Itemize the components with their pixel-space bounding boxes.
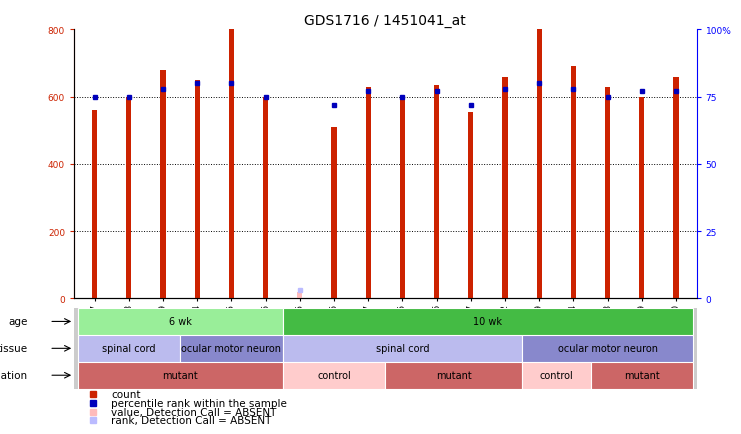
Bar (591, 362, 693, 389)
Text: spinal cord: spinal cord (376, 344, 429, 354)
Text: ocular motor neuron: ocular motor neuron (182, 344, 282, 354)
Bar (639, 98, 645, 299)
Bar (385, 362, 522, 389)
Text: 10 wk: 10 wk (473, 317, 502, 327)
Bar (365, 87, 370, 299)
Bar (434, 86, 439, 299)
Bar (180, 335, 283, 362)
Bar (195, 81, 200, 299)
Bar (536, 30, 542, 299)
Bar (522, 335, 693, 362)
Text: mutant: mutant (436, 370, 471, 380)
Bar (161, 71, 165, 299)
Text: genotype/variation: genotype/variation (0, 370, 27, 380)
Bar (92, 111, 97, 299)
Text: percentile rank within the sample: percentile rank within the sample (111, 398, 288, 408)
Text: count: count (111, 390, 141, 400)
Text: age: age (8, 317, 27, 327)
Bar (263, 98, 268, 299)
Text: ocular motor neuron: ocular motor neuron (558, 344, 657, 354)
Bar (331, 128, 336, 299)
Bar (605, 87, 610, 299)
Bar (229, 30, 234, 299)
Bar (78, 335, 180, 362)
Bar (571, 67, 576, 299)
Bar (283, 362, 385, 389)
Bar (468, 112, 473, 299)
Text: control: control (317, 370, 351, 380)
Text: mutant: mutant (624, 370, 659, 380)
Text: control: control (539, 370, 574, 380)
Bar (283, 308, 693, 335)
Text: tissue: tissue (0, 344, 27, 354)
Bar (522, 362, 591, 389)
Text: rank, Detection Call = ABSENT: rank, Detection Call = ABSENT (111, 415, 272, 425)
Text: 6 wk: 6 wk (169, 317, 192, 327)
Text: value, Detection Call = ABSENT: value, Detection Call = ABSENT (111, 407, 277, 417)
Bar (674, 77, 679, 299)
Bar (78, 362, 283, 389)
Title: GDS1716 / 1451041_at: GDS1716 / 1451041_at (305, 14, 466, 28)
Bar (502, 77, 508, 299)
Bar (126, 98, 131, 299)
Text: spinal cord: spinal cord (102, 344, 156, 354)
Bar (400, 98, 405, 299)
Bar (297, 292, 302, 299)
Text: mutant: mutant (162, 370, 198, 380)
Bar (283, 335, 522, 362)
Bar (78, 308, 283, 335)
